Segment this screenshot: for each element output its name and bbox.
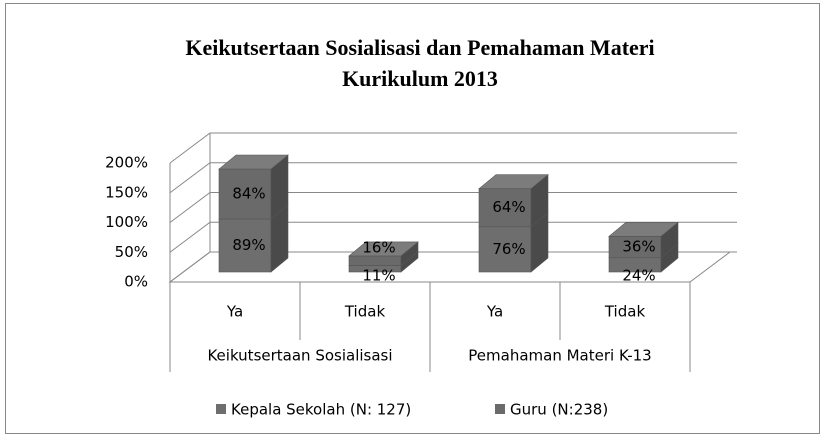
data-label: 36% [622, 238, 655, 256]
group-label: Pemahaman Materi K-13 [468, 347, 651, 365]
bar-top [478, 174, 549, 189]
grid-line [169, 162, 737, 194]
x-tick-label: Ya [486, 303, 503, 321]
legend-marker [216, 404, 226, 414]
data-label: 24% [622, 267, 655, 285]
bar-top [608, 222, 679, 237]
bar-top [348, 241, 419, 257]
y-tick-label: 150% [105, 183, 148, 201]
y-tick-label: 100% [105, 213, 148, 231]
bar-top [218, 154, 289, 170]
x-tick-label: Tidak [344, 303, 386, 321]
bar [218, 218, 272, 273]
x-tick-label: Ya [226, 303, 243, 321]
data-label: 64% [492, 198, 525, 216]
grid-line [169, 251, 737, 283]
legend-label: Kepala Sekolah (N: 127) [231, 401, 411, 419]
data-label: 11% [362, 267, 395, 285]
data-label: 76% [492, 240, 525, 258]
grid-line [169, 132, 737, 164]
data-label: 16% [362, 238, 395, 256]
chart-border [5, 3, 820, 434]
chart-title: Kurikulum 2013 [342, 66, 498, 91]
group-label: Keikutsertaan Sosialisasi [207, 347, 392, 365]
y-tick-label: 50% [115, 243, 148, 261]
bar [478, 188, 532, 228]
legend-label: Guru (N:238) [510, 401, 608, 419]
grid-line [169, 192, 737, 223]
chart-title: Keikutsertaan Sosialisasi dan Pemahaman … [185, 35, 654, 60]
data-label: 84% [232, 185, 265, 203]
legend-marker [495, 404, 505, 414]
bar [348, 255, 402, 266]
grid-line [169, 221, 737, 253]
data-label: 89% [232, 236, 265, 254]
x-tick-label: Tidak [604, 303, 646, 321]
y-tick-label: 0% [124, 273, 148, 291]
y-tick-label: 200% [105, 154, 148, 172]
